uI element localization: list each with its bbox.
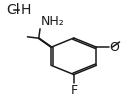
Text: NH₂: NH₂ bbox=[41, 15, 65, 28]
Text: H: H bbox=[20, 3, 31, 17]
Text: Cl: Cl bbox=[6, 3, 20, 17]
Text: F: F bbox=[70, 84, 77, 97]
Text: O: O bbox=[109, 41, 119, 54]
